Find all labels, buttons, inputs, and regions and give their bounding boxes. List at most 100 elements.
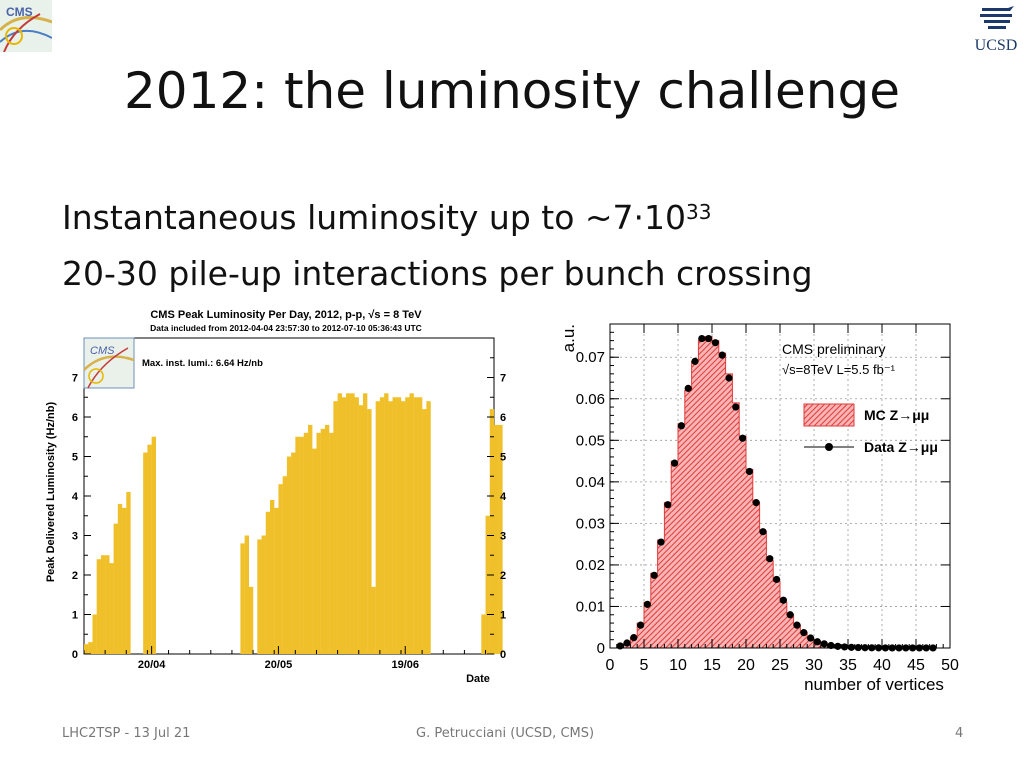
bullet-pileup: 20-30 pile-up interactions per bunch cro… <box>62 254 813 293</box>
lumi-bar <box>88 642 93 654</box>
bullet-list: Instantaneous luminosity up to ~7·1033 2… <box>62 190 813 302</box>
vtx-mc-bin <box>800 632 808 648</box>
lumi-chart-annotation: Max. inst. lumi.: 6.64 Hz/nb <box>142 358 263 369</box>
vtx-data-point <box>779 596 787 604</box>
lumi-bar <box>354 397 359 654</box>
vtx-data-point <box>759 528 767 536</box>
vtx-data-point <box>752 499 760 507</box>
vtx-data-point <box>657 538 665 546</box>
vtx-data-point <box>677 422 685 430</box>
lumi-bar <box>295 436 300 654</box>
vtx-ytick-label: 0.05 <box>576 432 605 449</box>
vtx-data-point <box>623 639 631 647</box>
lumi-ytick-label: 2 <box>72 570 78 582</box>
lumi-ytick-label-right: 6 <box>500 412 506 424</box>
lumi-chart-subtitle: Data included from 2012-04-04 23:57:30 t… <box>150 323 422 333</box>
lumi-bar <box>84 644 89 655</box>
vtx-data-point <box>834 642 842 650</box>
lumi-bar <box>109 563 114 654</box>
vtx-mc-bin <box>732 402 740 648</box>
lumi-bar <box>278 484 283 654</box>
vtx-mc-bin <box>664 502 672 648</box>
vtx-data-point <box>643 600 651 608</box>
vtx-data-point <box>705 334 713 343</box>
lumi-bar <box>143 452 148 654</box>
lumi-bar <box>388 401 393 654</box>
lumi-xtick-label: 19/06 <box>391 659 419 671</box>
lumi-bar <box>312 448 317 654</box>
lumi-bar <box>269 499 275 654</box>
legend-data-label: Data Z→μμ <box>864 439 938 455</box>
lumi-chart-ylabel: Peak Delivered Luminosity (Hz/nb) <box>45 402 57 583</box>
lumi-xtick-label: 20/05 <box>265 659 293 671</box>
vtx-ytick-label: 0.07 <box>576 349 605 366</box>
vtx-data-point <box>773 575 781 584</box>
vtx-mc-bin <box>773 581 781 648</box>
vtx-xtick-label: 15 <box>703 657 721 674</box>
lumi-ytick-label-right: 0 <box>500 649 506 661</box>
lumi-bar <box>303 432 309 654</box>
lumi-bar <box>346 393 351 654</box>
lumi-bar <box>257 539 262 654</box>
lumi-bar <box>126 492 131 654</box>
lumi-bar <box>337 393 342 654</box>
vtx-chart-subtitle: √s=8TeV L=5.5 fb⁻¹ <box>782 362 896 377</box>
vtx-data-point <box>630 634 638 642</box>
lumi-bar <box>392 397 397 654</box>
cms-chart-logo-text: CMS <box>90 345 115 357</box>
vtx-mc-bin <box>752 502 760 648</box>
vtx-data-point <box>671 459 679 467</box>
lumi-bar <box>333 401 338 654</box>
vtx-data-point <box>793 621 801 629</box>
vtx-xtick-label: 50 <box>941 657 959 674</box>
lumi-ytick-label: 1 <box>72 610 78 622</box>
lumi-bar <box>494 424 499 654</box>
lumi-ytick-label: 4 <box>72 491 79 503</box>
lumi-ytick-label: 0 <box>72 649 78 661</box>
vtx-data-point <box>698 334 706 343</box>
vtx-data-point <box>711 339 719 347</box>
lumi-bar <box>92 614 97 654</box>
lumi-bar <box>240 543 245 654</box>
vtx-mc-bin <box>793 625 801 648</box>
footer-center: G. Petrucciani (UCSD, CMS) <box>416 726 595 741</box>
vtx-data-point <box>820 640 828 648</box>
lumi-ytick-label-right: 1 <box>500 610 506 622</box>
cms-chart-logo: CMS <box>83 337 135 389</box>
lumi-bar <box>117 503 123 654</box>
lumi-bar <box>100 555 106 654</box>
lumi-ytick-label-right: 4 <box>500 491 507 503</box>
lumi-xtick-label: 20/04 <box>138 659 166 671</box>
lumi-bar <box>265 511 271 654</box>
vtx-ytick-label: 0.01 <box>576 598 605 615</box>
lumi-bar <box>362 393 368 654</box>
vtx-chart-xlabel: number of vertices <box>804 675 944 694</box>
peak-luminosity-chart: CMS Peak Luminosity Per Day, 2012, p-p, … <box>38 302 526 694</box>
lumi-chart-title: CMS Peak Luminosity Per Day, 2012, p-p, … <box>150 309 422 321</box>
vtx-mc-bin <box>698 340 706 648</box>
vtx-mc-bin <box>644 602 651 648</box>
lumi-bar <box>498 424 503 654</box>
lumi-bar <box>122 507 127 654</box>
lumi-bar <box>350 393 355 654</box>
lumi-bar <box>481 614 486 654</box>
vtx-chart-ylabel: a.u. <box>559 324 578 352</box>
vtx-mc-bin <box>725 373 733 648</box>
lumi-bar <box>396 397 402 654</box>
lumi-chart-xlabel: Date <box>466 673 490 685</box>
vtx-xtick-label: 40 <box>873 657 891 674</box>
lumi-bar <box>261 535 266 654</box>
lumi-bar <box>426 401 431 654</box>
lumi-bar <box>413 397 419 654</box>
vtx-mc-bin <box>718 353 726 648</box>
lumi-bar <box>248 586 254 654</box>
vtx-mc-bin <box>739 436 747 648</box>
lumi-ytick-label-right: 2 <box>500 570 506 582</box>
vtx-xtick-label: 30 <box>805 657 823 674</box>
vertices-chart: 0 5 10 15 20 25 30 35 40 45 50 0 0.01 0.02 0.03 0.04 0.0… <box>552 314 962 698</box>
vtx-mc-bin <box>650 573 658 648</box>
ucsd-logo-text: UCSD <box>975 37 1018 54</box>
vtx-ytick-label: 0.03 <box>576 515 605 532</box>
vtx-ytick-label: 0.02 <box>576 557 605 574</box>
vtx-xtick-label: 25 <box>771 657 789 674</box>
